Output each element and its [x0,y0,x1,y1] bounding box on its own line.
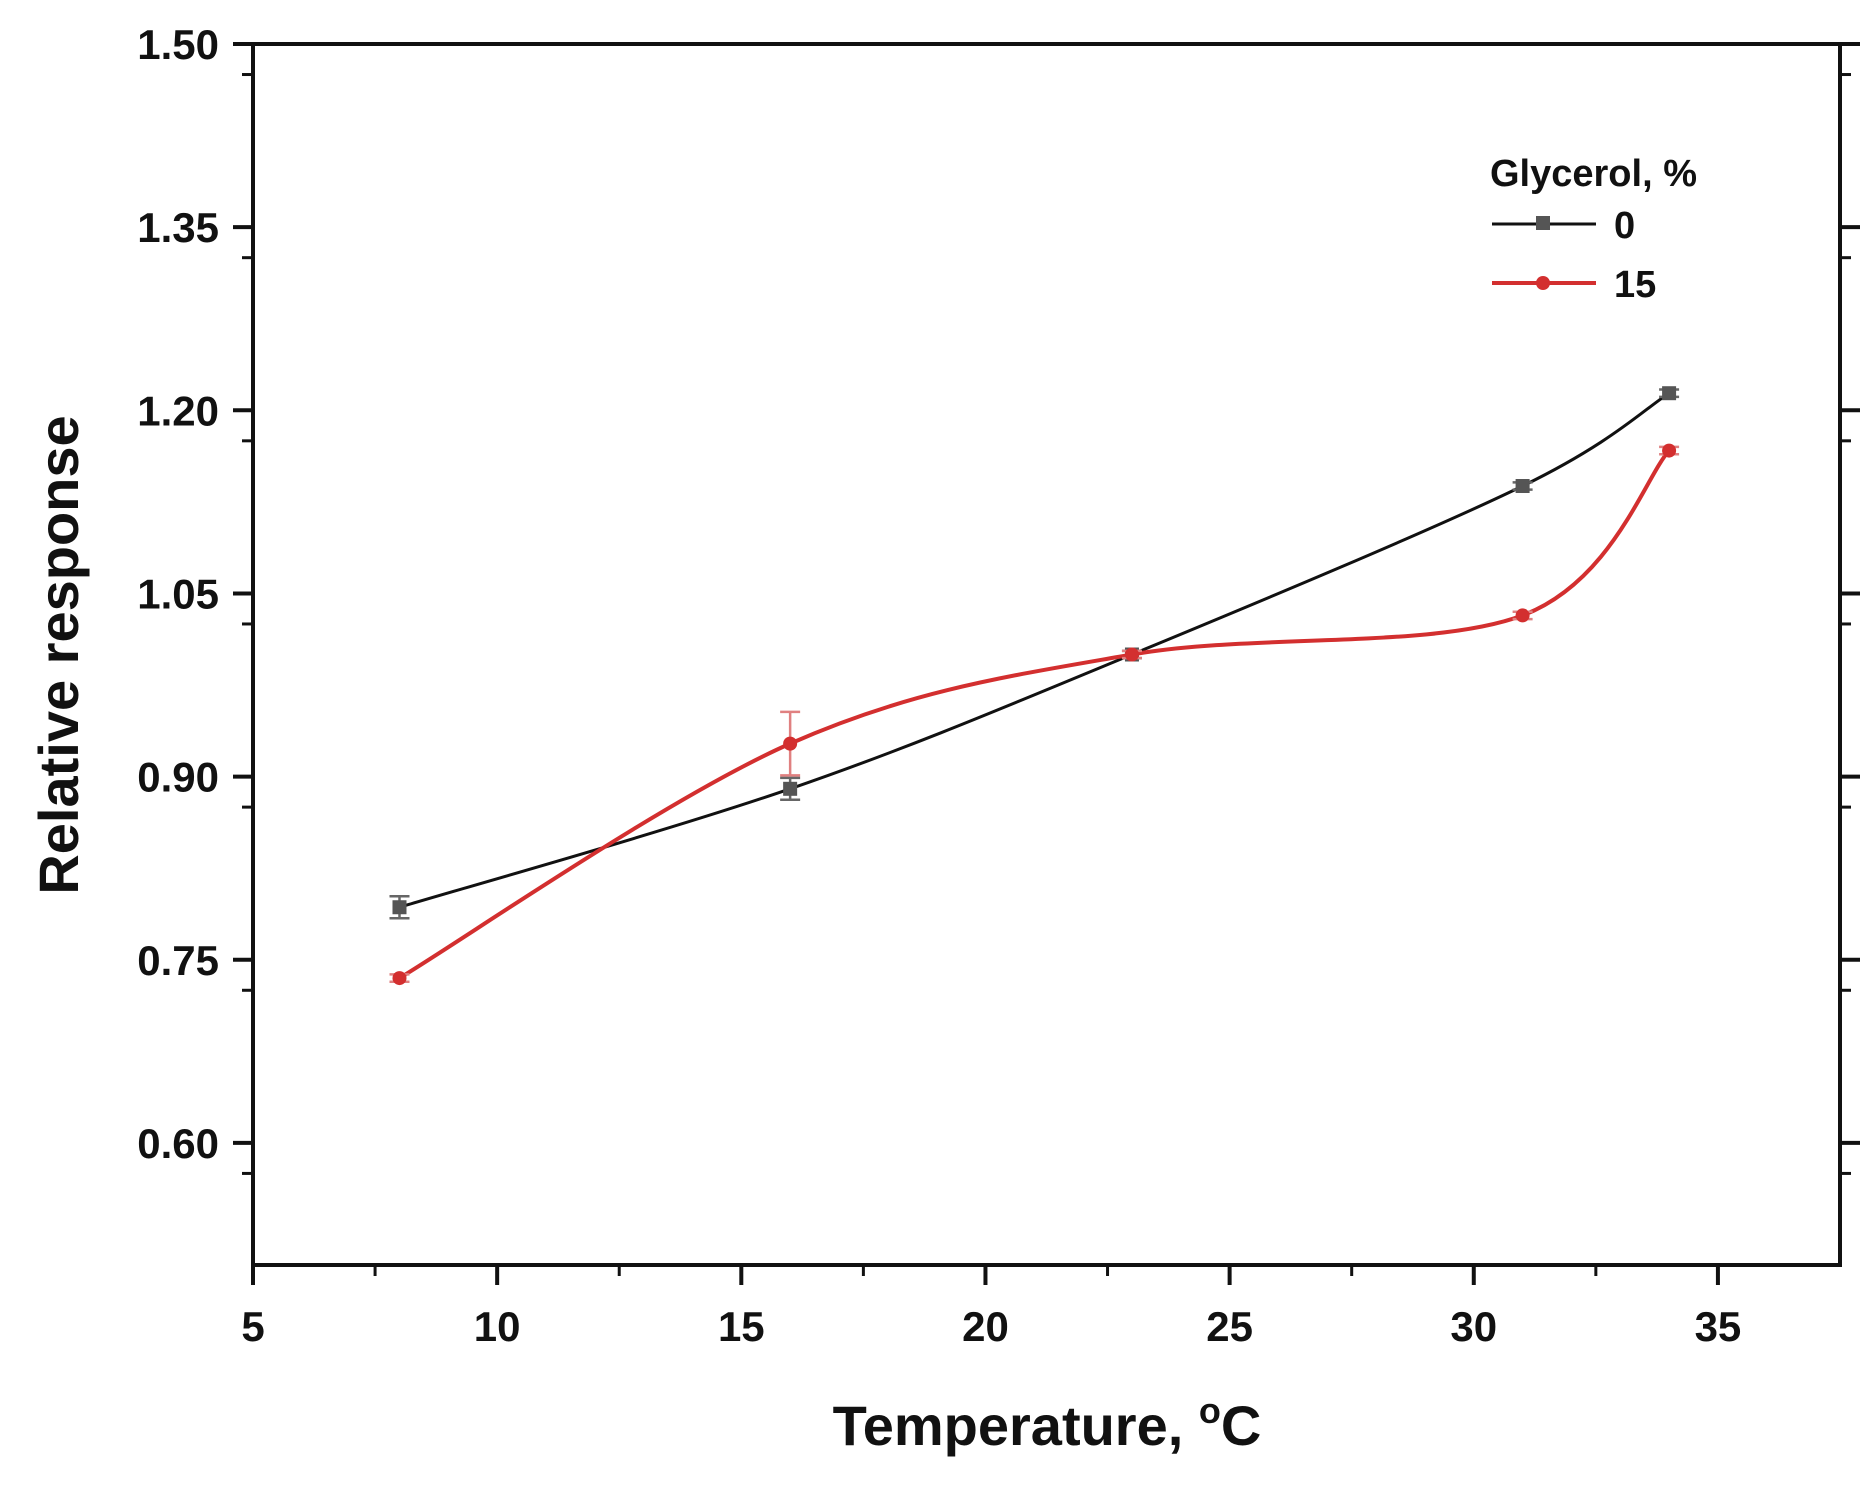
data-point-15 [1124,647,1139,662]
legend-title: Glycerol, % [1490,153,1697,195]
y-tick-label: 1.35 [137,204,219,251]
data-point-0 [1662,386,1677,401]
legend-marker-15 [1536,276,1550,290]
x-axis-title-text: Temperature, [833,1394,1199,1457]
data-point-0 [392,900,407,915]
x-tick-label: 30 [1450,1303,1497,1350]
x-axis-title: Temperature, oC [833,1390,1262,1457]
data-point-0 [1515,479,1530,494]
tick-labels-group: 0.60 0.75 0.90 1.05 1.20 1.35 1.50 5 10 15 20 25 30 3… [137,21,1741,1350]
y-tick-label: 1.50 [137,21,219,68]
data-point-15 [1662,443,1677,458]
x-tick-label: 15 [718,1303,765,1350]
series-group [389,386,1680,986]
y-tick-label: 0.75 [137,937,219,984]
y-tick-label: 0.90 [137,754,219,801]
x-tick-label: 25 [1206,1303,1253,1350]
data-point-15 [783,736,798,751]
y-tick-label: 1.20 [137,387,219,434]
x-tick-label: 35 [1695,1303,1742,1350]
legend-entry-0: 0 [1492,205,1635,247]
y-axis-title: Relative response [27,415,90,894]
x-axis-unit-superscript: o [1199,1390,1221,1431]
y-tick-label: 0.60 [137,1120,219,1167]
legend-label-0: 0 [1614,205,1635,247]
series-line-0 [399,391,1670,909]
legend: Glycerol, % 0 15 [1490,153,1697,306]
data-point-15 [392,971,407,986]
legend-label-15: 15 [1614,264,1656,306]
plot-frame [251,42,1842,1267]
x-tick-label: 5 [241,1303,264,1350]
x-tick-label: 10 [474,1303,521,1350]
series-line-15 [398,449,1671,980]
x-tick-label: 20 [962,1303,1009,1350]
x-axis-unit: C [1221,1394,1261,1457]
y-tick-label: 1.05 [137,570,219,617]
legend-entry-15: 15 [1492,264,1656,306]
data-point-0 [783,781,798,796]
legend-marker-0 [1536,216,1550,230]
data-point-15 [1515,608,1530,623]
